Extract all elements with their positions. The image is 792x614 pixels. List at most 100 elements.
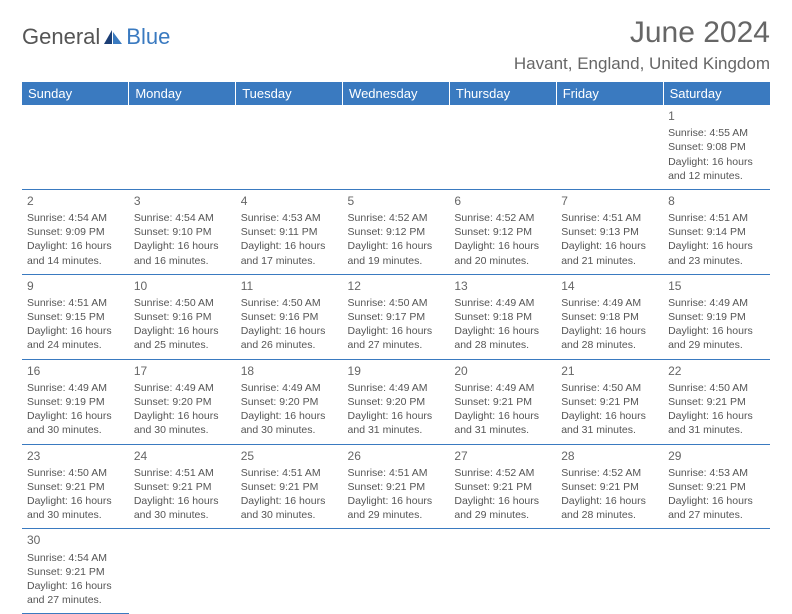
cell-sunset: Sunset: 9:20 PM bbox=[241, 395, 338, 409]
date-number: 8 bbox=[668, 193, 765, 209]
calendar-cell bbox=[236, 529, 343, 614]
calendar-cell: 2Sunrise: 4:54 AMSunset: 9:09 PMDaylight… bbox=[22, 189, 129, 274]
cell-daylight2: and 31 minutes. bbox=[454, 423, 551, 437]
cell-sunset: Sunset: 9:08 PM bbox=[668, 140, 765, 154]
cell-sunset: Sunset: 9:10 PM bbox=[134, 225, 231, 239]
logo: General Blue bbox=[22, 24, 170, 50]
date-number: 5 bbox=[348, 193, 445, 209]
date-number: 16 bbox=[27, 363, 124, 379]
cell-daylight1: Daylight: 16 hours bbox=[668, 239, 765, 253]
cell-daylight1: Daylight: 16 hours bbox=[27, 494, 124, 508]
cell-daylight2: and 19 minutes. bbox=[348, 254, 445, 268]
calendar-cell: 25Sunrise: 4:51 AMSunset: 9:21 PMDayligh… bbox=[236, 444, 343, 529]
cell-daylight2: and 30 minutes. bbox=[134, 508, 231, 522]
cell-sunset: Sunset: 9:19 PM bbox=[27, 395, 124, 409]
date-number: 30 bbox=[27, 532, 124, 548]
cell-sunset: Sunset: 9:21 PM bbox=[668, 480, 765, 494]
cell-sunrise: Sunrise: 4:49 AM bbox=[454, 296, 551, 310]
cell-sunrise: Sunrise: 4:52 AM bbox=[454, 466, 551, 480]
cell-daylight1: Daylight: 16 hours bbox=[348, 324, 445, 338]
calendar-cell bbox=[343, 105, 450, 189]
calendar-cell: 30Sunrise: 4:54 AMSunset: 9:21 PMDayligh… bbox=[22, 529, 129, 614]
cell-daylight1: Daylight: 16 hours bbox=[348, 409, 445, 423]
cell-daylight2: and 16 minutes. bbox=[134, 254, 231, 268]
cell-sunrise: Sunrise: 4:49 AM bbox=[454, 381, 551, 395]
location: Havant, England, United Kingdom bbox=[514, 54, 770, 74]
calendar-cell: 3Sunrise: 4:54 AMSunset: 9:10 PMDaylight… bbox=[129, 189, 236, 274]
cell-daylight1: Daylight: 16 hours bbox=[241, 239, 338, 253]
cell-sunset: Sunset: 9:09 PM bbox=[27, 225, 124, 239]
cell-daylight2: and 21 minutes. bbox=[561, 254, 658, 268]
cell-daylight1: Daylight: 16 hours bbox=[668, 155, 765, 169]
cell-daylight1: Daylight: 16 hours bbox=[454, 324, 551, 338]
cell-sunset: Sunset: 9:19 PM bbox=[668, 310, 765, 324]
calendar-cell bbox=[449, 105, 556, 189]
calendar-cell: 16Sunrise: 4:49 AMSunset: 9:19 PMDayligh… bbox=[22, 359, 129, 444]
logo-text-general: General bbox=[22, 24, 100, 50]
cell-sunset: Sunset: 9:21 PM bbox=[668, 395, 765, 409]
cell-sunrise: Sunrise: 4:50 AM bbox=[241, 296, 338, 310]
cell-sunrise: Sunrise: 4:50 AM bbox=[561, 381, 658, 395]
cell-daylight1: Daylight: 16 hours bbox=[27, 579, 124, 593]
calendar-cell: 11Sunrise: 4:50 AMSunset: 9:16 PMDayligh… bbox=[236, 274, 343, 359]
cell-sunset: Sunset: 9:14 PM bbox=[668, 225, 765, 239]
calendar-cell bbox=[22, 105, 129, 189]
cell-sunset: Sunset: 9:13 PM bbox=[561, 225, 658, 239]
day-header: Thursday bbox=[449, 82, 556, 105]
calendar-cell bbox=[129, 529, 236, 614]
calendar-cell: 29Sunrise: 4:53 AMSunset: 9:21 PMDayligh… bbox=[663, 444, 770, 529]
month-title: June 2024 bbox=[514, 16, 770, 50]
cell-daylight2: and 20 minutes. bbox=[454, 254, 551, 268]
cell-sunset: Sunset: 9:16 PM bbox=[241, 310, 338, 324]
calendar-cell bbox=[556, 105, 663, 189]
calendar-row: 9Sunrise: 4:51 AMSunset: 9:15 PMDaylight… bbox=[22, 274, 770, 359]
calendar-cell: 14Sunrise: 4:49 AMSunset: 9:18 PMDayligh… bbox=[556, 274, 663, 359]
cell-sunrise: Sunrise: 4:51 AM bbox=[134, 466, 231, 480]
cell-sunrise: Sunrise: 4:51 AM bbox=[241, 466, 338, 480]
date-number: 9 bbox=[27, 278, 124, 294]
cell-daylight2: and 23 minutes. bbox=[668, 254, 765, 268]
cell-daylight2: and 27 minutes. bbox=[27, 593, 124, 607]
cell-sunrise: Sunrise: 4:49 AM bbox=[134, 381, 231, 395]
date-number: 23 bbox=[27, 448, 124, 464]
cell-sunset: Sunset: 9:18 PM bbox=[454, 310, 551, 324]
cell-sunrise: Sunrise: 4:53 AM bbox=[241, 211, 338, 225]
cell-sunset: Sunset: 9:21 PM bbox=[348, 480, 445, 494]
cell-sunset: Sunset: 9:21 PM bbox=[561, 395, 658, 409]
cell-daylight1: Daylight: 16 hours bbox=[27, 324, 124, 338]
day-header: Sunday bbox=[22, 82, 129, 105]
calendar-cell bbox=[449, 529, 556, 614]
cell-sunrise: Sunrise: 4:52 AM bbox=[454, 211, 551, 225]
cell-sunrise: Sunrise: 4:54 AM bbox=[134, 211, 231, 225]
cell-sunrise: Sunrise: 4:51 AM bbox=[348, 466, 445, 480]
calendar-cell: 23Sunrise: 4:50 AMSunset: 9:21 PMDayligh… bbox=[22, 444, 129, 529]
cell-sunset: Sunset: 9:21 PM bbox=[27, 565, 124, 579]
cell-sunset: Sunset: 9:12 PM bbox=[454, 225, 551, 239]
calendar-cell bbox=[343, 529, 450, 614]
cell-sunrise: Sunrise: 4:49 AM bbox=[561, 296, 658, 310]
cell-daylight1: Daylight: 16 hours bbox=[27, 409, 124, 423]
calendar-cell: 27Sunrise: 4:52 AMSunset: 9:21 PMDayligh… bbox=[449, 444, 556, 529]
date-number: 24 bbox=[134, 448, 231, 464]
cell-sunrise: Sunrise: 4:51 AM bbox=[561, 211, 658, 225]
cell-daylight2: and 30 minutes. bbox=[134, 423, 231, 437]
date-number: 6 bbox=[454, 193, 551, 209]
cell-sunrise: Sunrise: 4:53 AM bbox=[668, 466, 765, 480]
date-number: 25 bbox=[241, 448, 338, 464]
day-header: Tuesday bbox=[236, 82, 343, 105]
cell-sunrise: Sunrise: 4:50 AM bbox=[27, 466, 124, 480]
cell-daylight2: and 29 minutes. bbox=[454, 508, 551, 522]
cell-daylight1: Daylight: 16 hours bbox=[561, 324, 658, 338]
date-number: 26 bbox=[348, 448, 445, 464]
calendar-row: 30Sunrise: 4:54 AMSunset: 9:21 PMDayligh… bbox=[22, 529, 770, 614]
cell-daylight2: and 26 minutes. bbox=[241, 338, 338, 352]
date-number: 17 bbox=[134, 363, 231, 379]
cell-sunset: Sunset: 9:12 PM bbox=[348, 225, 445, 239]
day-header-row: Sunday Monday Tuesday Wednesday Thursday… bbox=[22, 82, 770, 105]
calendar-cell: 4Sunrise: 4:53 AMSunset: 9:11 PMDaylight… bbox=[236, 189, 343, 274]
cell-daylight1: Daylight: 16 hours bbox=[561, 239, 658, 253]
calendar-cell: 19Sunrise: 4:49 AMSunset: 9:20 PMDayligh… bbox=[343, 359, 450, 444]
header: General Blue June 2024 Havant, England, … bbox=[22, 16, 770, 74]
date-number: 22 bbox=[668, 363, 765, 379]
cell-sunset: Sunset: 9:21 PM bbox=[454, 395, 551, 409]
